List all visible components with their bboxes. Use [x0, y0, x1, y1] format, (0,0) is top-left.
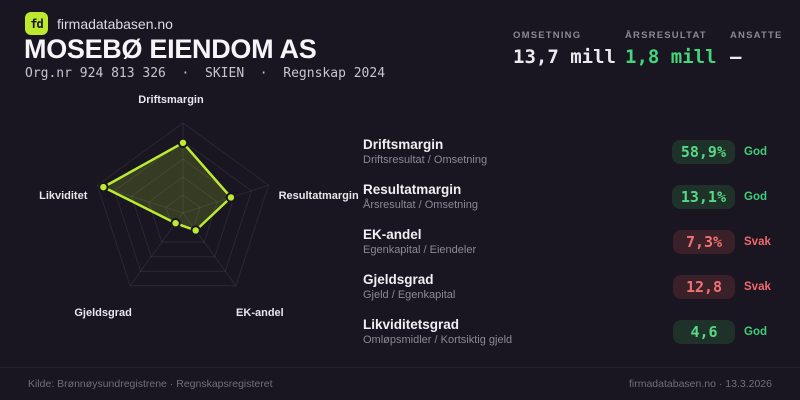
brand-name: firmadatabasen.no: [57, 15, 173, 32]
metric-formula: Omløpsmidler / Kortsiktig gjeld: [363, 333, 513, 346]
metric-value-badge: 12,8: [673, 274, 735, 299]
brand-logo-text: fd: [30, 16, 43, 31]
metric-value-badge: 7,3%: [673, 229, 735, 254]
metric-rating: 12,8 Svak: [673, 274, 780, 299]
page-title: MOSEBØ EIENDOM AS: [24, 34, 317, 64]
radar-data-point: [98, 181, 109, 193]
metric-info: Driftsmargin Driftsresultat / Omsetning: [363, 137, 487, 167]
radar-grid-ring: [113, 140, 253, 272]
metric-formula: Årsresultat / Omsetning: [363, 198, 478, 211]
metric-rating: 13,1% God: [671, 184, 780, 209]
metric-value-badge: 13,1%: [671, 184, 735, 209]
stat-label: OMSETNING: [513, 30, 582, 41]
radar-axis-label: Resultatmargin: [279, 190, 359, 202]
key-figures: OMSETNING 13,7 mill ÅRSRESULTAT 1,8 mill…: [513, 30, 783, 68]
radar-axis-label: Likviditet: [39, 190, 88, 202]
brand: fd firmadatabasen.no: [25, 12, 173, 35]
metric-value-badge: 58,9%: [671, 139, 735, 164]
metric-rating: 58,9% God: [671, 139, 780, 164]
radar-data-point: [190, 225, 201, 236]
metric-name: Gjeldsgrad: [363, 271, 434, 287]
radar-axis-label: Driftsmargin: [138, 94, 204, 106]
metric-formula: Driftsresultat / Omsetning: [363, 153, 488, 166]
metric-value-badge: 4,6: [673, 319, 735, 344]
metric-status: Svak: [744, 235, 771, 248]
radar-grid-ring: [96, 122, 270, 287]
footer: Kilde: Brønnøysundregistrene · Regnskaps…: [0, 367, 800, 400]
brand-logo-icon: fd: [25, 12, 48, 35]
metric-info: Resultatmargin Årsresultat / Omsetning: [363, 182, 478, 212]
radar-axis-line: [182, 212, 237, 287]
radar-axis-label: EK-andel: [236, 307, 284, 319]
radar-data-point: [170, 217, 181, 229]
metric-formula: Gjeld / Egenkapital: [363, 288, 456, 301]
stat-label: ÅRSRESULTAT: [625, 30, 707, 41]
footer-source: Kilde: Brønnøysundregistrene · Regnskaps…: [28, 378, 273, 390]
metric-row: EK-andel Egenkapital / Eiendeler 7,3% Svak: [363, 219, 780, 264]
metric-formula: Egenkapital / Eiendeler: [363, 243, 477, 256]
metric-name: Driftsmargin: [363, 136, 444, 152]
metric-name: Resultatmargin: [363, 181, 462, 197]
radar-axis-line: [97, 184, 184, 214]
radar-grid-ring: [165, 194, 201, 229]
stat-value: 13,7 mill: [513, 46, 616, 68]
metric-status: God: [744, 145, 767, 158]
metric-rating: 7,3% Svak: [673, 229, 780, 254]
radar-data-polygon: [102, 141, 233, 232]
company-subtitle: Org.nr 924 813 326 · SKIEN · Regnskap 20…: [25, 66, 386, 81]
metric-row: Likviditetsgrad Omløpsmidler / Kortsiktig…: [363, 309, 780, 354]
metric-rating: 4,6 God: [673, 319, 780, 344]
radar-axis-line: [182, 184, 269, 214]
metric-status: God: [744, 190, 767, 203]
metric-name: EK-andel: [363, 226, 422, 242]
stat-ansatte: ANSATTE –: [730, 30, 783, 68]
radar-axis-label: Gjeldsgrad: [74, 307, 131, 319]
stat-label: ANSATTE: [730, 30, 783, 41]
radar-chart: Driftsmargin Resultatmargin EK-andel Gjelds…: [39, 94, 359, 319]
footer-meta: firmadatabasen.no · 13.3.2026: [628, 378, 772, 390]
metric-info: Likviditetsgrad Omløpsmidler / Kortsiktig…: [363, 317, 512, 347]
metric-info: EK-andel Egenkapital / Eiendeler: [363, 227, 476, 257]
metric-name: Likviditetsgrad: [363, 316, 460, 332]
metric-status: Svak: [744, 280, 771, 293]
stat-omsetning: OMSETNING 13,7 mill: [513, 30, 625, 68]
metric-info: Gjeldsgrad Gjeld / Egenkapital: [363, 272, 455, 302]
metric-row: Driftsmargin Driftsresultat / Omsetning 58…: [363, 129, 780, 174]
stat-value: 1,8 mill: [625, 46, 717, 68]
stat-value: –: [730, 46, 742, 68]
radar-grid-ring: [148, 176, 218, 243]
metric-row: Gjeldsgrad Gjeld / Egenkapital 12,8 Svak: [363, 264, 780, 309]
stat-arsresultat: ÅRSRESULTAT 1,8 mill: [625, 30, 730, 68]
radar-data-point: [177, 137, 189, 148]
metrics-list: Driftsmargin Driftsresultat / Omsetning 58…: [363, 129, 780, 354]
metric-row: Resultatmargin Årsresultat / Omsetning 13,…: [363, 174, 780, 219]
metric-status: God: [744, 325, 767, 338]
radar-data-point: [225, 192, 237, 203]
